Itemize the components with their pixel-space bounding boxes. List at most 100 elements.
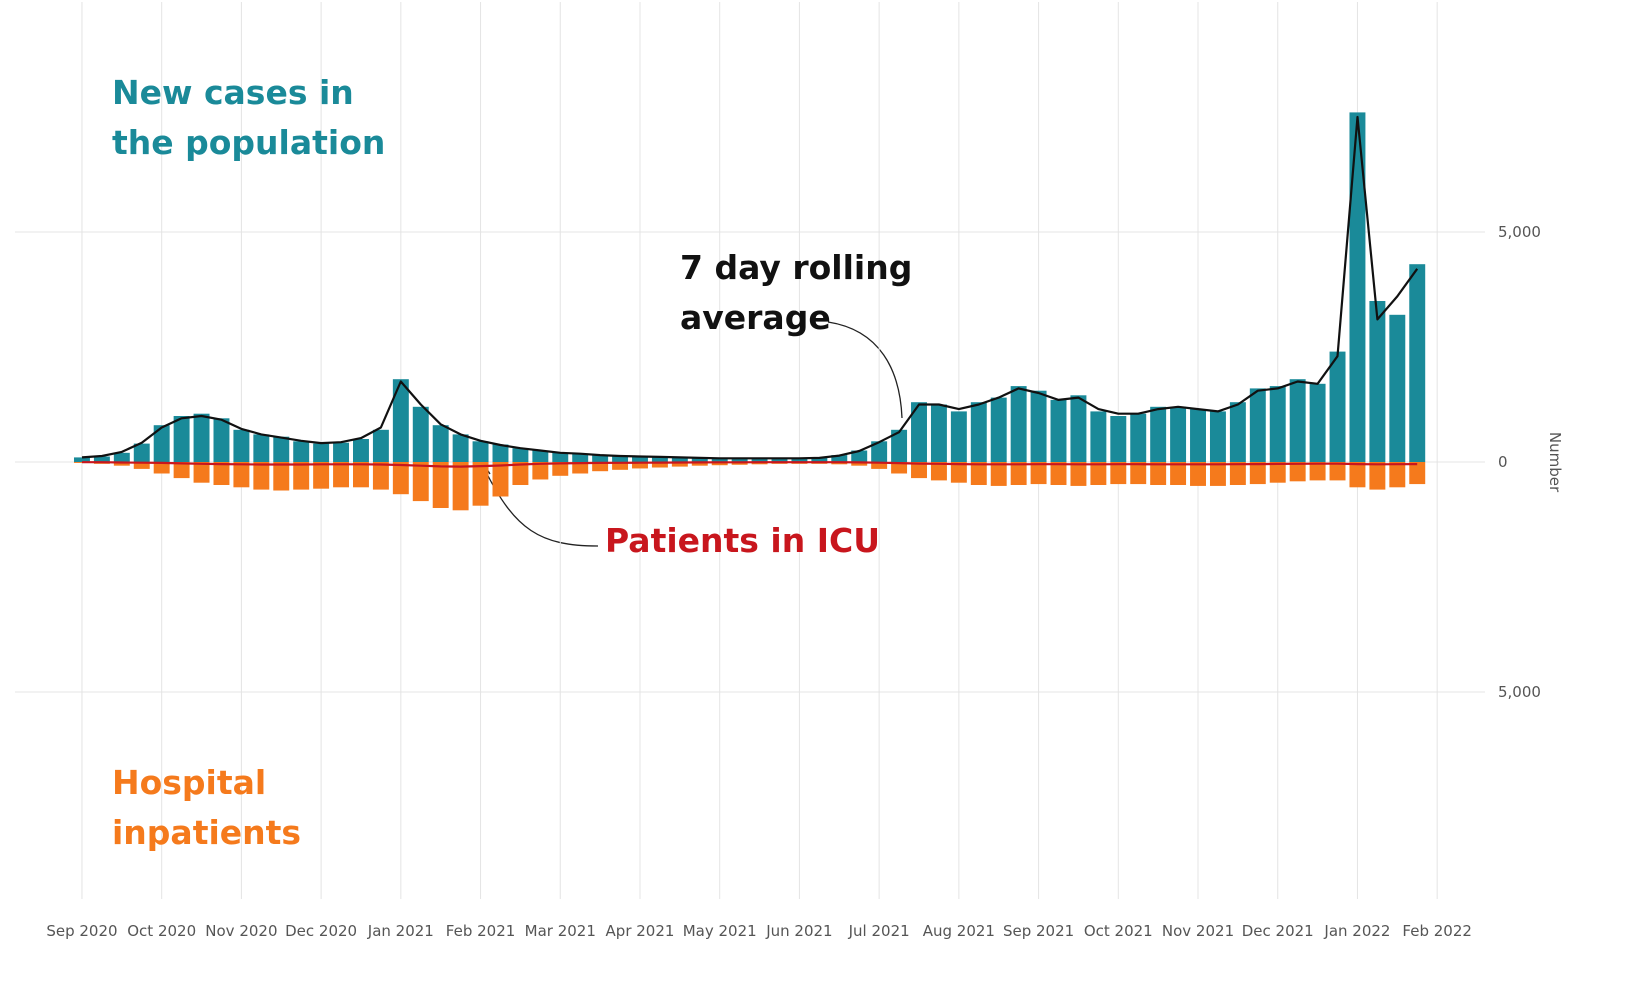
bar: [472, 462, 489, 506]
bar: [213, 462, 230, 485]
bar: [392, 379, 409, 462]
line: [81, 115, 1419, 460]
x-tick-label: Jan 2021: [367, 922, 434, 940]
bar: [691, 462, 708, 466]
bar: [572, 462, 589, 474]
bar: [891, 462, 908, 474]
bar: [1050, 399, 1067, 462]
bar: [811, 457, 828, 462]
bar: [1349, 462, 1366, 488]
bar: [691, 457, 708, 462]
bar: [930, 462, 947, 481]
x-tick-label: Feb 2021: [446, 922, 516, 940]
bar: [472, 441, 489, 462]
bar: [871, 441, 888, 462]
x-tick-label: Jul 2021: [848, 922, 910, 940]
bar: [1269, 462, 1286, 483]
bar: [871, 462, 888, 469]
y-axis-label: Number: [1546, 432, 1564, 493]
bar: [293, 462, 310, 490]
bar: [173, 416, 190, 462]
bar: [711, 462, 728, 466]
bar: [313, 443, 330, 462]
bar: [1030, 462, 1047, 485]
x-tick-label: Nov 2021: [1162, 922, 1234, 940]
bar: [1030, 390, 1047, 462]
bar: [392, 462, 409, 495]
bar: [1170, 406, 1187, 462]
bar: [193, 413, 210, 462]
y-tick-label: 5,000: [1498, 223, 1541, 241]
bar: [911, 462, 927, 479]
bar: [253, 434, 270, 462]
bar: [1209, 411, 1226, 462]
bar: [173, 462, 190, 479]
bar: [93, 456, 110, 462]
bar: [651, 456, 668, 462]
bar: [1389, 462, 1406, 488]
x-tick-label: Mar 2021: [525, 922, 596, 940]
bar: [911, 402, 927, 462]
bar: [1309, 462, 1326, 481]
bar: [1090, 462, 1107, 485]
x-tick-label: Apr 2021: [606, 922, 675, 940]
bar: [432, 462, 449, 508]
bar: [1090, 411, 1107, 462]
bar: [412, 462, 429, 502]
bar: [113, 462, 130, 466]
bar: [1229, 402, 1246, 462]
bar: [1309, 383, 1326, 462]
bar: [1389, 314, 1406, 462]
line: [82, 461, 1418, 468]
bar: [452, 462, 469, 511]
x-tick-label: Oct 2021: [1084, 922, 1153, 940]
bar: [512, 462, 529, 485]
bar: [153, 462, 170, 474]
bar: [1209, 462, 1226, 486]
bar: [1369, 462, 1386, 490]
bar: [133, 443, 150, 462]
bar: [1349, 112, 1366, 463]
bar: [1070, 395, 1087, 462]
series-label: Patients in ICU: [605, 521, 881, 560]
bar: [372, 429, 389, 462]
bar: [313, 462, 330, 489]
bar: [711, 458, 728, 462]
bar: [532, 450, 549, 462]
y-tick-label: 5,000: [1498, 683, 1541, 701]
annotation: 7 day rolling average: [680, 248, 913, 337]
bar: [612, 462, 629, 470]
bar: [492, 444, 509, 462]
bar: [512, 448, 529, 462]
bar: [1369, 301, 1386, 462]
x-tick-label: Jun 2021: [765, 922, 832, 940]
bar: [1249, 462, 1266, 485]
bar: [831, 455, 848, 462]
bar: [1190, 462, 1206, 486]
bar: [592, 462, 609, 472]
series-label: Hospital inpatients: [112, 763, 302, 852]
bar: [1130, 413, 1147, 462]
bar: [1150, 406, 1167, 462]
x-tick-label: Sep 2021: [1003, 922, 1074, 940]
bar: [1150, 462, 1167, 485]
bar: [671, 457, 688, 462]
bar: [1289, 379, 1306, 462]
bar: [592, 455, 609, 462]
bar: [333, 442, 350, 462]
bar: [1070, 462, 1087, 486]
bar: [1409, 264, 1426, 462]
bar: [372, 462, 389, 490]
x-tick-label: Oct 2020: [127, 922, 196, 940]
bar: [1010, 386, 1027, 462]
bar: [1409, 462, 1426, 485]
bar: [930, 404, 947, 462]
y-tick-label: 0: [1498, 453, 1508, 471]
bar: [1110, 416, 1127, 462]
bar: [990, 397, 1007, 462]
bar: [950, 462, 967, 483]
bar: [1329, 351, 1346, 462]
bar: [1289, 462, 1306, 482]
